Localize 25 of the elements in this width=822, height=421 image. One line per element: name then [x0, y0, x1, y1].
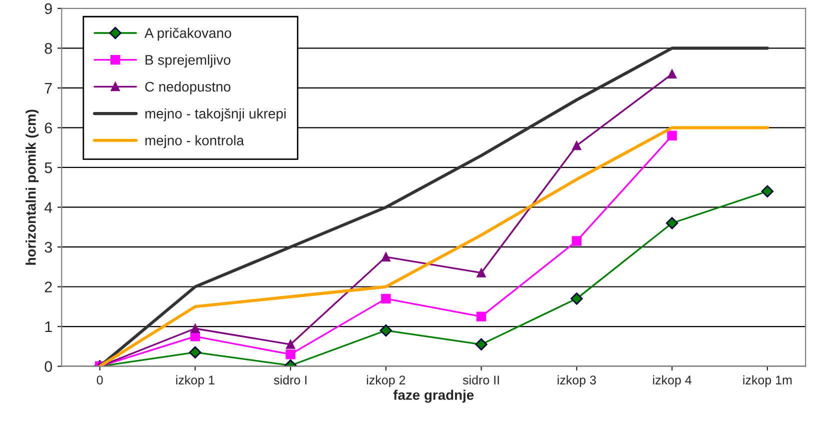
x-tick-label: sidro I	[274, 375, 306, 384]
y-tick-label: 4	[44, 202, 52, 213]
y-tick-label: 1	[45, 322, 52, 332]
y-tick-label: 9	[44, 3, 52, 14]
x-tick-label: izkop 1	[176, 375, 214, 387]
y-tick-label: 8	[44, 43, 52, 54]
x-axis-title: faze gradnje	[393, 390, 474, 403]
legend-label: mejno - takojšnji ukrepi	[145, 108, 286, 122]
x-tick-label: izkop 1m	[743, 375, 792, 387]
y-tick-label: 6	[44, 122, 52, 134]
x-tick-label: 0	[96, 376, 103, 384]
y-tick-label: 5	[44, 162, 52, 174]
y-tick-label: 0	[44, 361, 52, 372]
y-tick-label: 3	[44, 242, 52, 253]
x-tick-label: izkop 3	[558, 375, 596, 387]
y-axis-title: horizontalni pomik (cm)	[26, 110, 39, 265]
x-tick-label: izkop 4	[653, 375, 692, 387]
y-tick-label: 2	[44, 282, 52, 292]
legend-label: mejno - kontrola	[145, 135, 244, 148]
x-tick-label: izkop 2	[366, 375, 406, 387]
legend-label: B sprejemljivo	[146, 54, 230, 68]
legend-label: C nedopustno	[145, 81, 230, 94]
x-tick-label: sidro II	[462, 375, 499, 384]
y-tick-label: 7	[44, 82, 52, 94]
legend-label: A pričakovano	[144, 28, 232, 41]
